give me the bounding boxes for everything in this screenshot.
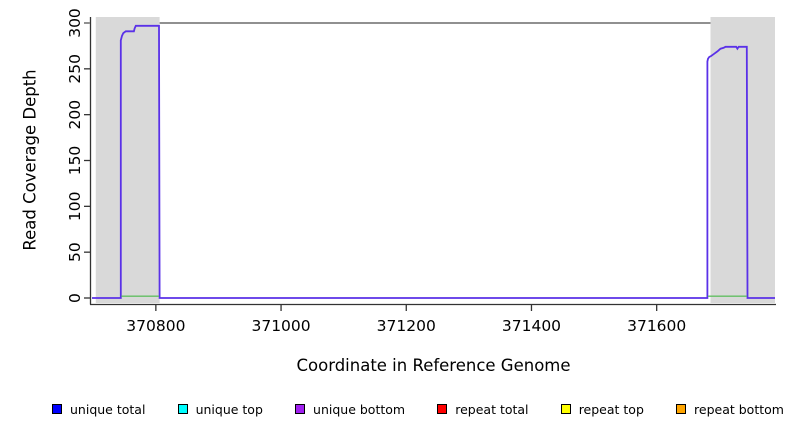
y-tick-label: 200: [66, 100, 84, 130]
legend-item-unique-top: unique top: [177, 401, 263, 417]
legend-label-unique-bottom: unique bottom: [313, 401, 406, 417]
legend-item-repeat-total: repeat total: [437, 401, 529, 417]
legend-swatch-unique-total-icon: [52, 404, 62, 414]
x-tick-label: 371400: [502, 317, 561, 335]
legend-swatch-repeat-top-icon: [560, 404, 571, 414]
repeat-region-shade: [95, 17, 160, 303]
x-tick-label: 370800: [126, 317, 185, 335]
y-axis-title: Read Coverage Depth: [20, 69, 40, 251]
legend-label-repeat-total: repeat total: [455, 401, 529, 417]
legend-swatch-repeat-total-icon: [437, 404, 448, 414]
legend-item-repeat-bottom: repeat bottom: [676, 402, 784, 417]
x-axis-title: Coordinate in Reference Genome: [296, 356, 571, 375]
y-tick-label: 150: [66, 146, 84, 176]
x-tick-label: 371000: [251, 317, 310, 335]
legend-swatch-unique-bottom-icon: [295, 404, 306, 414]
y-tick-label: 100: [66, 192, 84, 222]
legend-item-unique-total: unique total: [52, 402, 145, 417]
x-tick-label: 371600: [627, 317, 686, 335]
legend-item-unique-bottom: unique bottom: [295, 402, 405, 417]
chart-legend: unique total unique top unique bottom repea…: [52, 399, 784, 419]
legend-label-repeat-bottom: repeat bottom: [694, 401, 784, 417]
legend-item-repeat-top: repeat top: [560, 401, 644, 417]
y-tick-label: 250: [66, 54, 84, 84]
series-unique-coverage-curve: [92, 24, 775, 299]
y-tick-label: 300: [66, 8, 84, 38]
legend-label-unique-total: unique total: [70, 401, 146, 417]
x-tick-label: 371200: [377, 317, 436, 335]
repeat-region-shade: [710, 17, 775, 303]
legend-swatch-unique-top-icon: [177, 404, 188, 414]
legend-label-repeat-top: repeat top: [578, 401, 644, 417]
legend-label-unique-top: unique top: [195, 401, 263, 417]
legend-swatch-repeat-bottom-icon: [676, 404, 687, 414]
y-tick-label: 0: [66, 293, 84, 303]
y-tick-label: 50: [66, 242, 84, 262]
